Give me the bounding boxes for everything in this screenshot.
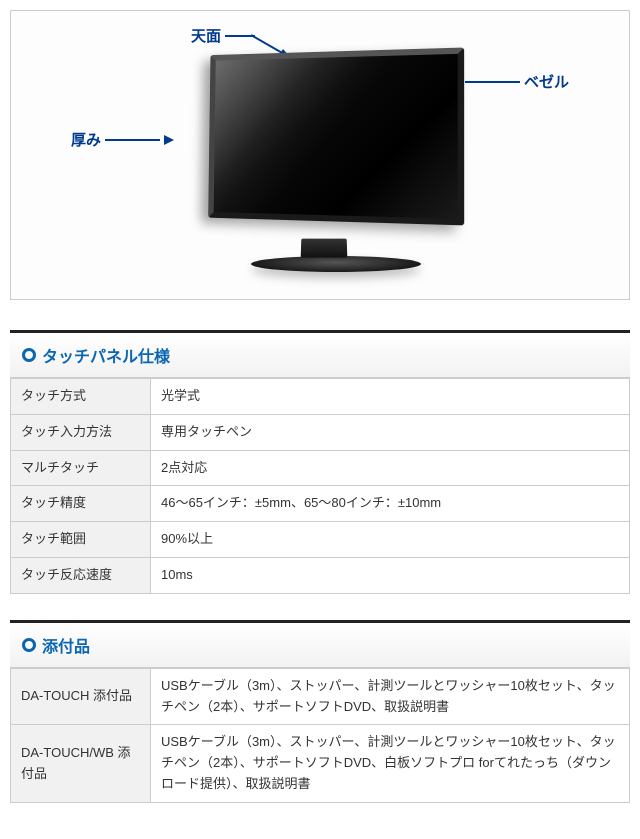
bullet-icon <box>22 638 36 652</box>
section-touch-panel: タッチパネル仕様 タッチ方式 光学式 タッチ入力方法 専用タッチペン マルチタッ… <box>10 330 630 594</box>
accessories-table: DA-TOUCH 添付品 USBケーブル（3m）、ストッパー、計測ツールとワッシ… <box>10 668 630 803</box>
row-label: DA-TOUCH 添付品 <box>11 668 151 725</box>
row-label: タッチ入力方法 <box>11 414 151 450</box>
row-value: 専用タッチペン <box>151 414 630 450</box>
table-row: タッチ入力方法 専用タッチペン <box>11 414 630 450</box>
table-row: DA-TOUCH 添付品 USBケーブル（3m）、ストッパー、計測ツールとワッシ… <box>11 668 630 725</box>
table-row: DA-TOUCH/WB 添付品 USBケーブル（3m）、ストッパー、計測ツールと… <box>11 725 630 802</box>
row-value: 90%以上 <box>151 522 630 558</box>
section-header: タッチパネル仕様 <box>10 330 630 378</box>
row-label: タッチ精度 <box>11 486 151 522</box>
section-title: タッチパネル仕様 <box>42 343 170 367</box>
row-label: タッチ反応速度 <box>11 557 151 593</box>
row-label: マルチタッチ <box>11 450 151 486</box>
table-row: タッチ方式 光学式 <box>11 379 630 415</box>
row-value: 2点対応 <box>151 450 630 486</box>
row-label: DA-TOUCH/WB 添付品 <box>11 725 151 802</box>
touch-panel-table: タッチ方式 光学式 タッチ入力方法 専用タッチペン マルチタッチ 2点対応 タッ… <box>10 378 630 594</box>
table-row: タッチ反応速度 10ms <box>11 557 630 593</box>
bullet-icon <box>22 348 36 362</box>
callout-depth-label: 厚み <box>71 129 101 150</box>
monitor-illustration <box>181 41 481 281</box>
monitor-diagram: 天面 ベゼル 厚み <box>10 10 630 300</box>
section-accessories: 添付品 DA-TOUCH 添付品 USBケーブル（3m）、ストッパー、計測ツール… <box>10 620 630 803</box>
monitor-screen <box>208 47 464 225</box>
row-value: USBケーブル（3m）、ストッパー、計測ツールとワッシャー10枚セット、タッチペ… <box>151 668 630 725</box>
section-title: 添付品 <box>42 633 90 657</box>
monitor-gloss <box>214 54 458 219</box>
table-row: マルチタッチ 2点対応 <box>11 450 630 486</box>
monitor-stand-base <box>251 256 421 272</box>
callout-line <box>105 139 160 141</box>
row-value: 10ms <box>151 557 630 593</box>
monitor-stand-neck <box>301 239 348 258</box>
callout-bezel-label: ベゼル <box>524 71 569 92</box>
arrow-right-icon <box>164 135 174 145</box>
row-value: 光学式 <box>151 379 630 415</box>
row-value: 46～65インチ：±5mm、65～80インチ：±10mm <box>151 486 630 522</box>
row-value: USBケーブル（3m）、ストッパー、計測ツールとワッシャー10枚セット、タッチペ… <box>151 725 630 802</box>
callout-depth: 厚み <box>71 129 174 150</box>
section-header: 添付品 <box>10 620 630 668</box>
table-row: タッチ精度 46～65インチ：±5mm、65～80インチ：±10mm <box>11 486 630 522</box>
table-row: タッチ範囲 90%以上 <box>11 522 630 558</box>
row-label: タッチ方式 <box>11 379 151 415</box>
row-label: タッチ範囲 <box>11 522 151 558</box>
